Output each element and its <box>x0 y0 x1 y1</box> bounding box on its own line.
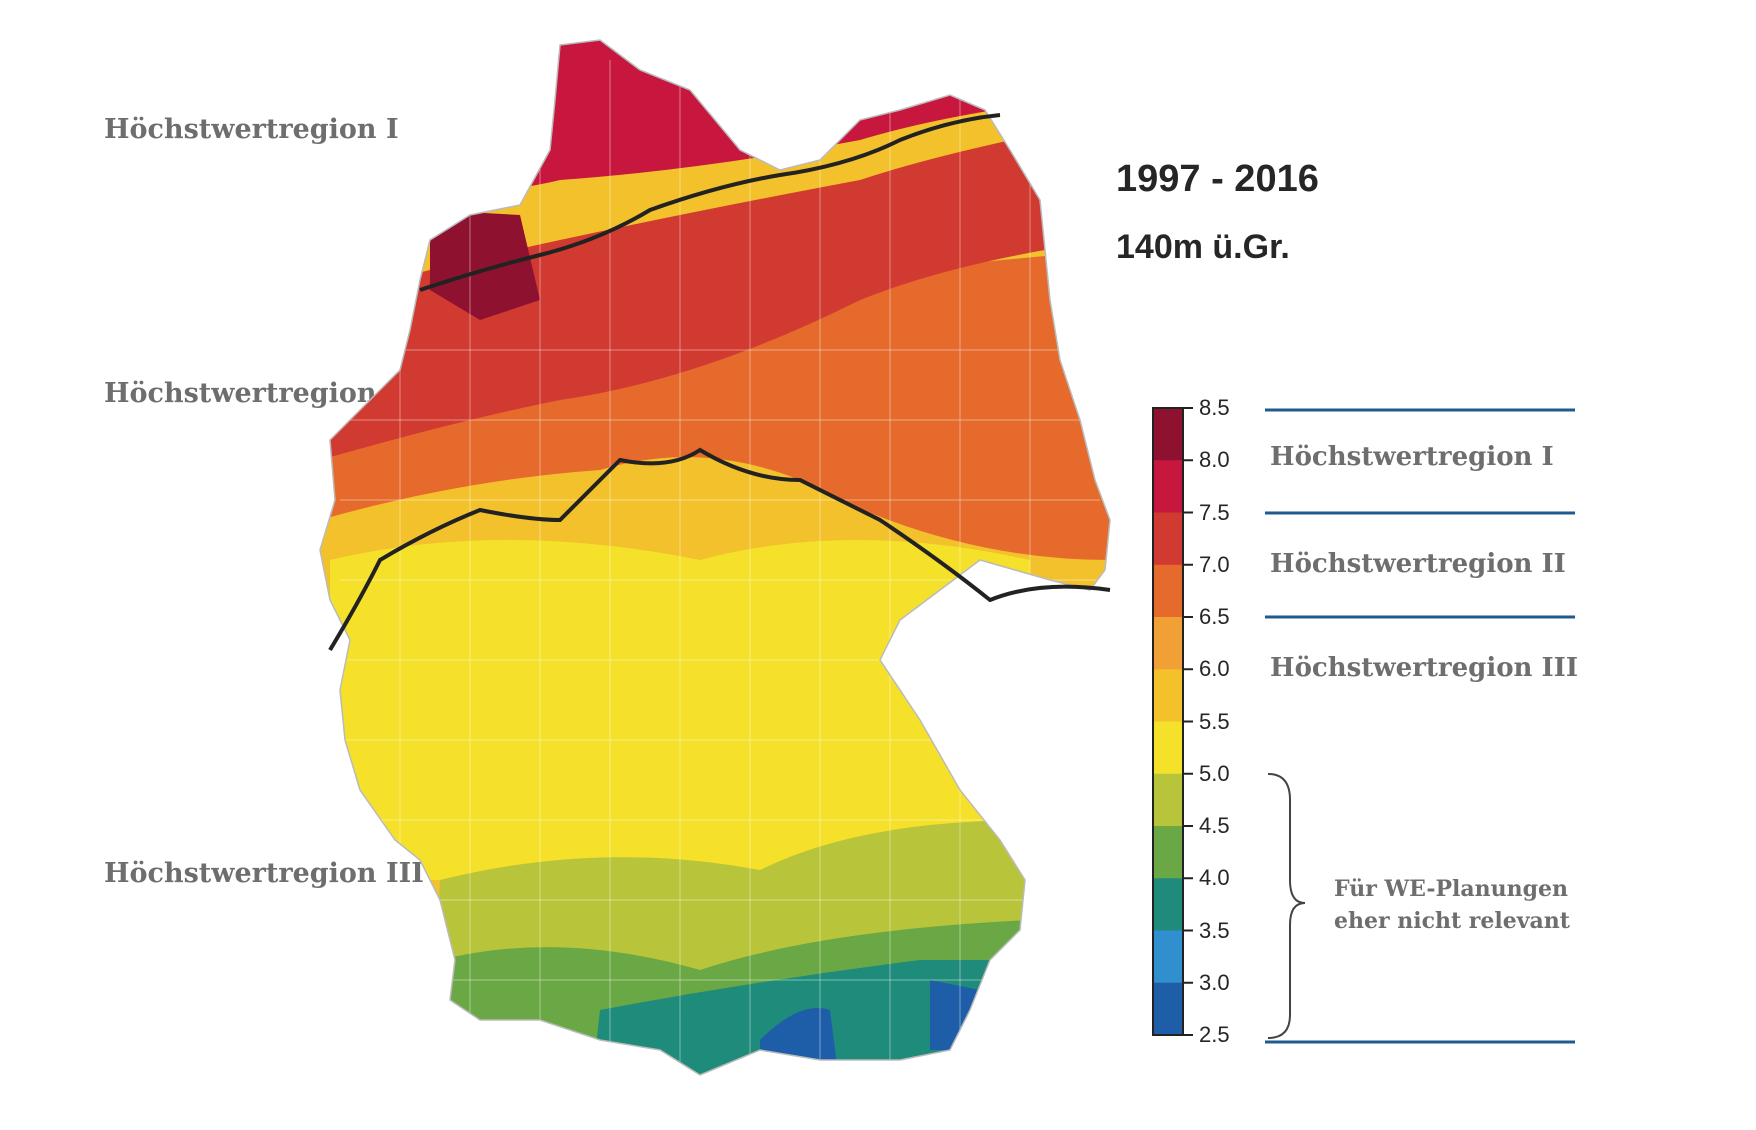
germany-outline <box>319 39 1111 1076</box>
legend-swatch-7 <box>1153 773 1183 827</box>
legend-swatch-8 <box>1153 826 1183 879</box>
legend-swatch-5 <box>1153 669 1183 722</box>
legend-tick-label: 8.0 <box>1199 447 1230 473</box>
boundary-region-2 <box>328 447 1111 652</box>
legend-swatch-0 <box>1153 408 1183 461</box>
zone-8-0 <box>430 210 540 320</box>
legend-swatch-9 <box>1153 878 1183 931</box>
legend-dividers <box>1265 408 1575 1044</box>
legend-ticks <box>1183 407 1193 1036</box>
legend-swatch-11 <box>1153 982 1183 1036</box>
district-lines <box>340 60 1100 1075</box>
note-line-2: eher nicht relevant <box>1334 908 1570 934</box>
legend-region-3: Höchstwertregion III <box>1270 653 1579 683</box>
legend-swatch-2 <box>1153 512 1183 566</box>
legend-tick-label: 6.0 <box>1199 656 1230 682</box>
legend-tick-label: 5.5 <box>1199 708 1230 734</box>
legend-tick-label: 6.5 <box>1199 604 1230 629</box>
legend-tick-label: 3.0 <box>1199 969 1230 995</box>
region-label-1: Höchstwertregion I <box>104 114 399 145</box>
note-line-1: Für WE-Planungen <box>1334 876 1569 902</box>
legend-tick-label: 8.5 <box>1199 395 1230 420</box>
legend-swatch-1 <box>1153 460 1183 513</box>
region-label-2: Höchstwertregion II <box>104 378 412 409</box>
legend-tick-label: 7.5 <box>1199 499 1230 525</box>
zone-5-5 <box>330 540 1030 880</box>
legend-region-1: Höchstwertregion I <box>1270 442 1554 472</box>
region-label-3: Höchstwertregion III <box>104 858 424 889</box>
boundary-region-1 <box>419 113 1001 292</box>
map-period: 1997 - 2016 <box>1116 158 1319 200</box>
legend-swatch-4 <box>1153 617 1183 670</box>
legend-tick-label: 3.5 <box>1199 917 1230 943</box>
legend-swatch-3 <box>1153 564 1183 618</box>
legend-swatch-10 <box>1153 930 1183 984</box>
legend-colorbar <box>1152 407 1184 1036</box>
legend-tick-label: 4.5 <box>1199 813 1230 838</box>
brace-icon <box>1267 773 1306 1039</box>
legend-region-2: Höchstwertregion II <box>1270 549 1566 579</box>
legend-tick-label: 2.5 <box>1199 1022 1230 1047</box>
legend-tick-label: 4.0 <box>1199 865 1230 891</box>
zone-6-5 <box>320 250 1110 560</box>
legend-swatch-6 <box>1153 721 1183 775</box>
map-height: 140m ü.Gr. <box>1116 228 1290 266</box>
zone-7-0 <box>320 120 1110 460</box>
legend-tick-label: 5.0 <box>1199 760 1230 786</box>
legend-tick-label: 7.0 <box>1199 551 1230 577</box>
